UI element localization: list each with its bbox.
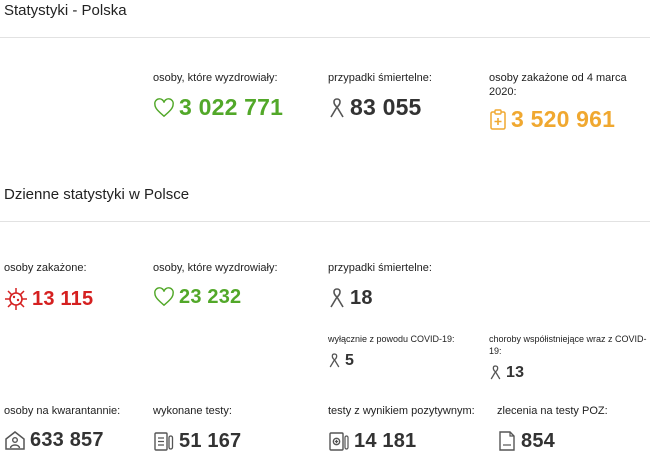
stat-label: osoby, które wyzdrowiały: [153, 72, 278, 84]
stat-label: wykonane testy: [153, 405, 232, 417]
stat-daily-deaths: przypadki śmiertelne: 18 [328, 261, 432, 309]
stat-deaths-covid-only: wyłącznie z powodu COVID-19: 5 [328, 333, 455, 369]
heart-icon [153, 97, 175, 118]
stat-daily-infected: osoby zakażone: 13 115 [4, 261, 93, 311]
section-title-poland: Statystyki - Polska [4, 2, 127, 19]
stat-label: osoby na kwarantannie: [4, 405, 121, 417]
stat-label: przypadki śmiertelne: [328, 72, 432, 84]
virus-icon [4, 287, 28, 311]
stat-value: 14 181 [354, 430, 417, 452]
divider [0, 37, 650, 38]
stat-label: wyłącznie z powodu COVID-19: [328, 334, 455, 344]
test-list-icon [153, 430, 175, 452]
stat-value: 633 857 [30, 429, 104, 451]
stat-deaths-comorbid: choroby współistniejące wraz z COVID-19:… [489, 333, 647, 381]
stat-value: 3 022 771 [179, 94, 284, 120]
stat-value: 13 115 [32, 288, 94, 310]
heart-icon [153, 287, 175, 307]
stat-value: 51 167 [179, 430, 242, 452]
stat-daily-recovered: osoby, które wyzdrowiały: 23 232 [153, 261, 278, 307]
stat-poz-orders: zlecenia na testy POZ: 854 [497, 404, 608, 452]
stat-value: 5 [345, 351, 355, 369]
poz-document-icon [497, 430, 517, 452]
stat-value: 23 232 [179, 286, 242, 308]
stat-total-deaths: przypadki śmiertelne: 83 055 [328, 71, 432, 119]
stat-label: osoby zakażone od 4 marca 2020: [489, 72, 627, 98]
stat-label: testy z wynikiem pozytywnym: [328, 405, 475, 417]
stat-quarantine: osoby na kwarantannie: 633 857 [4, 404, 120, 450]
ribbon-icon [328, 287, 346, 309]
stat-tests: wykonane testy: 51 167 [153, 404, 241, 452]
stat-value: 3 520 961 [511, 106, 616, 132]
stat-value: 18 [350, 287, 373, 309]
stat-total-infected: osoby zakażone od 4 marca 2020: 3 520 96… [489, 71, 644, 131]
ribbon-icon [489, 364, 502, 381]
ribbon-icon [328, 97, 346, 119]
stat-label: przypadki śmiertelne: [328, 262, 432, 274]
section-title-daily: Dzienne statystyki w Polsce [4, 186, 190, 203]
stat-value: 13 [506, 363, 525, 381]
house-person-icon [4, 430, 26, 450]
stat-label: zlecenia na testy POZ: [497, 405, 608, 417]
divider [0, 221, 650, 222]
stat-value: 83 055 [350, 94, 422, 120]
clipboard-medical-icon [489, 108, 507, 131]
stat-value: 854 [521, 430, 555, 452]
stat-positive-tests: testy z wynikiem pozytywnym: 14 181 [328, 404, 475, 452]
ribbon-icon [328, 352, 341, 369]
stat-label: choroby współistniejące wraz z COVID-19: [489, 334, 647, 356]
stat-label: osoby, które wyzdrowiały: [153, 262, 278, 274]
positive-test-icon [328, 430, 350, 452]
stat-label: osoby zakażone: [4, 262, 87, 274]
stat-total-recovered: osoby, które wyzdrowiały: 3 022 771 [153, 71, 283, 119]
